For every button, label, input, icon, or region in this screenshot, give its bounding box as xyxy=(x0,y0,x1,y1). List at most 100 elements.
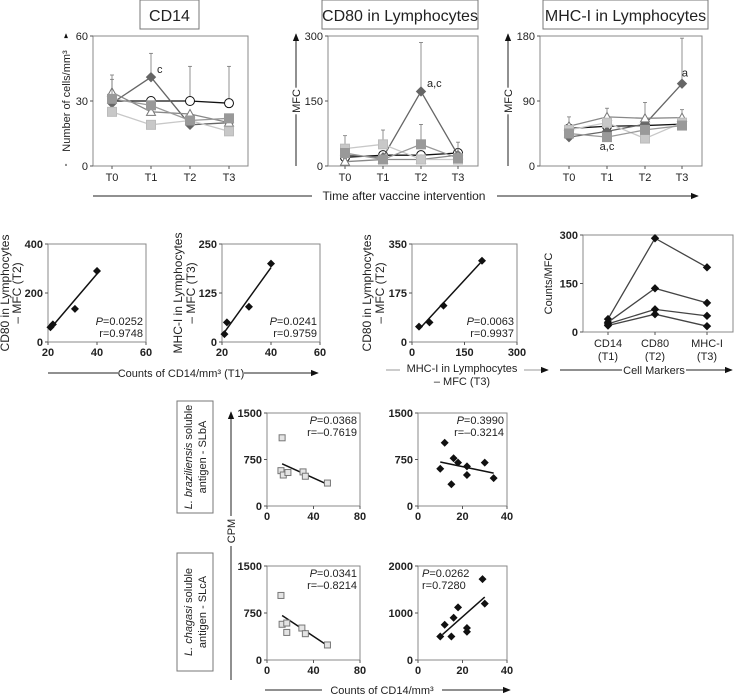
data-point xyxy=(677,120,687,131)
label-bg xyxy=(400,362,524,390)
data-point xyxy=(340,148,350,158)
cd80-chart: CD80 in Lymphocytes MFC 0 150 300 T0 T1 T2 T3 a,c xyxy=(289,0,479,184)
r-value-label: r=0.7280 xyxy=(422,580,466,592)
y-tick-label: 0 xyxy=(37,337,43,349)
data-point xyxy=(70,304,79,313)
p-letter: P xyxy=(310,568,318,580)
data-point xyxy=(676,78,688,89)
r-value-label: r=0.9759 xyxy=(273,328,317,340)
data-point xyxy=(416,139,426,150)
series-line xyxy=(568,121,683,140)
y-tick-label: 0 xyxy=(256,655,262,667)
data-point xyxy=(224,126,234,137)
species-name: L. braziliensis xyxy=(183,442,195,509)
p-value-label: P=0.0368 xyxy=(310,415,357,427)
x-tick-label: T2 xyxy=(184,172,197,184)
data-point xyxy=(339,156,351,166)
x-tick-label: T0 xyxy=(563,172,576,184)
data-point xyxy=(650,310,660,319)
data-point xyxy=(378,139,388,150)
data-point xyxy=(146,119,156,130)
data-point xyxy=(453,153,463,164)
y-tick-label: 0 xyxy=(572,327,578,339)
data-point xyxy=(489,474,498,483)
annotation-label: a xyxy=(682,67,689,79)
r-value-label: r=–0.7619 xyxy=(307,427,357,439)
data-point xyxy=(220,330,229,339)
series-line xyxy=(568,116,683,127)
data-point xyxy=(283,619,291,627)
data-point xyxy=(416,154,426,165)
x-tick-label: 60 xyxy=(140,347,152,359)
label-bg xyxy=(622,362,686,376)
data-point xyxy=(454,603,463,612)
data-point xyxy=(650,234,660,243)
series-mid-square xyxy=(340,124,463,165)
data-point xyxy=(449,613,458,622)
data-point xyxy=(702,311,712,321)
cd14-title-box xyxy=(139,0,200,30)
y-tick-label: 180 xyxy=(517,31,535,43)
p-value-label: P=0.3990 xyxy=(457,415,504,427)
x-tick-label: CD80 xyxy=(641,338,669,350)
r-value-label: r=–0.8214 xyxy=(307,580,357,592)
x-tick-label: 20 xyxy=(456,665,468,677)
data-point xyxy=(107,93,117,104)
x-tick-label: T1 xyxy=(145,172,158,184)
data-point xyxy=(454,458,463,467)
mhc-plot-frame xyxy=(539,35,703,167)
data-point xyxy=(298,624,306,632)
x-tick-label: T0 xyxy=(339,172,352,184)
data-point xyxy=(478,575,487,584)
data-point xyxy=(222,318,231,327)
x-tick-label: CD14 xyxy=(594,338,622,350)
data-point xyxy=(477,256,487,265)
r-value-label: r=0.9748 xyxy=(99,328,143,340)
y-tick-label: 2000 xyxy=(389,561,413,573)
data-point xyxy=(702,298,712,308)
species-name: L. chagasi xyxy=(183,605,195,656)
x-tick-label: 150 xyxy=(455,347,473,359)
cpm-axis-label: CPM xyxy=(226,519,238,543)
annotation-label: c xyxy=(157,64,163,76)
data-point xyxy=(323,479,331,487)
group-box-chagasi xyxy=(176,552,214,672)
time-axis-label: Time after vaccine intervention xyxy=(323,189,486,203)
mhc-y-label: MFC xyxy=(503,89,515,113)
s3-x-label: – MFC (T3) xyxy=(434,376,490,388)
group-box-braziliensis xyxy=(176,400,214,514)
series-dark-diamond xyxy=(339,42,464,163)
s2-y-label: MHC-I in Lymphocytes xyxy=(171,233,185,354)
data-point xyxy=(48,320,57,329)
series-mid-square xyxy=(564,120,687,143)
mhc-title: MHC-I in Lymphocytes xyxy=(545,8,706,25)
s1-chart: 0 200 400 20 40 60 CD80 in Lymphocytes– MFC (T… xyxy=(0,235,152,359)
y-tick-label: 300 xyxy=(560,230,578,242)
series-line xyxy=(568,83,683,138)
s2-chart: 0 125 250 20 40 60 MHC-I in Lymphocytes – MFC (… xyxy=(171,233,326,359)
y-tick-label: 0 xyxy=(82,161,88,173)
y-tick-label: 200 xyxy=(25,288,43,300)
label-bg xyxy=(501,87,515,115)
data-point xyxy=(107,106,117,117)
s4-chart: Counts/MFC 0 150 300 CD14(T1) CD80(T2) MHC-I(T… xyxy=(543,230,734,377)
data-point xyxy=(462,627,471,636)
regression-line xyxy=(49,273,98,330)
x-tick-label: T1 xyxy=(377,172,390,184)
x-tick-label: T1 xyxy=(601,172,614,184)
data-point xyxy=(650,284,660,293)
series-subject-2 xyxy=(603,284,712,327)
x-tick-label: 80 xyxy=(354,511,366,523)
y-tick-label: 750 xyxy=(244,608,262,620)
group-label-chagasi-2: antigen - SLcA xyxy=(197,575,209,648)
series-line xyxy=(568,124,683,138)
data-point xyxy=(449,454,458,463)
data-point xyxy=(415,86,427,97)
data-point xyxy=(378,154,388,165)
series-line xyxy=(568,123,683,130)
series-dark-diamond xyxy=(106,52,235,131)
